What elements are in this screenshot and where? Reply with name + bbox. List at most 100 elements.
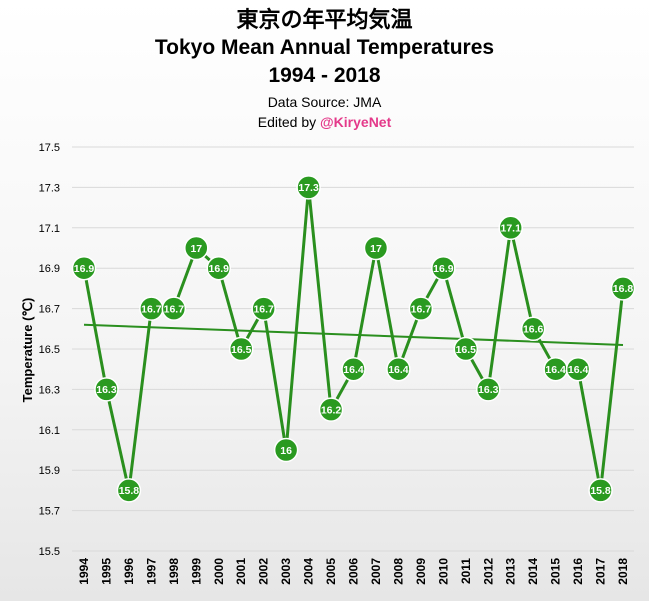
gridlines: [72, 146, 634, 552]
data-label: 16.8: [613, 283, 634, 295]
x-tick-label: 2008: [391, 558, 405, 585]
y-tick-label: 16.3: [39, 384, 60, 396]
data-label: 16.9: [74, 263, 95, 275]
data-point: [588, 478, 613, 503]
y-axis-label: Temperature (℃): [20, 298, 35, 403]
data-point: [431, 255, 456, 281]
x-tick-label: 1995: [99, 558, 113, 585]
data-point: [341, 356, 366, 382]
x-tick-label: 1999: [189, 558, 203, 585]
data-label: 16: [280, 445, 292, 457]
x-tick-label: 2013: [504, 558, 518, 585]
x-tick-label: 2003: [279, 558, 293, 585]
data-label: 16.4: [388, 364, 409, 376]
author-handle: @KiryeNet: [320, 114, 392, 130]
y-tick-label: 17.1: [39, 223, 60, 235]
data-point: [520, 316, 546, 342]
data-point: [273, 437, 299, 463]
data-label: 16.9: [433, 263, 454, 275]
x-tick-label: 1997: [144, 558, 158, 585]
data-source: Data Source: JMA: [267, 94, 382, 110]
data-point: [610, 276, 636, 301]
data-point: [71, 255, 97, 281]
data-label: 16.3: [478, 384, 499, 396]
x-tick-label: 2000: [212, 558, 226, 585]
y-tick-label: 16.7: [39, 304, 60, 316]
x-tick-label: 1994: [77, 558, 91, 585]
data-label: 17: [370, 243, 382, 255]
x-tick-label: 2014: [526, 558, 540, 585]
x-tick-label: 2015: [549, 558, 563, 585]
data-point: [318, 397, 344, 422]
y-tick-label: 16.1: [39, 425, 60, 437]
x-tick-label: 2006: [347, 558, 361, 585]
data-point: [184, 235, 209, 261]
x-tick-label: 2002: [257, 558, 271, 585]
x-tick-label: 2011: [459, 558, 473, 584]
data-label: 16.4: [343, 364, 364, 376]
data-point: [363, 235, 389, 261]
data-label: 16.6: [523, 324, 544, 336]
x-tick-label: 2012: [481, 558, 495, 585]
y-tick-label: 16.9: [39, 263, 60, 275]
data-label: 16.7: [141, 303, 162, 315]
x-tick-label: 2004: [302, 558, 316, 585]
data-label: 17: [190, 243, 202, 255]
data-point: [228, 336, 254, 362]
y-tick-label: 15.7: [39, 506, 60, 518]
data-point: [408, 296, 434, 321]
data-label: 17.3: [298, 182, 319, 194]
x-tick-label: 1998: [167, 558, 181, 585]
data-point: [565, 356, 591, 382]
x-tick-label: 2009: [414, 558, 428, 585]
edited-by-prefix: Edited by: [257, 114, 321, 130]
chart-titles: 東京の年平均気温 Tokyo Mean Annual Temperatures …: [0, 6, 649, 132]
y-tick-label: 17.3: [39, 182, 60, 194]
x-tick-label: 2001: [234, 558, 248, 585]
data-point: [94, 377, 119, 402]
y-tick-label: 16.5: [39, 344, 60, 356]
data-label: 16.5: [231, 344, 252, 356]
x-tick-label: 2017: [594, 558, 608, 585]
data-label: 16.9: [209, 263, 230, 275]
data-point: [161, 296, 187, 321]
trendline: [83, 323, 624, 346]
x-axis-ticks: 1994 1995 1996 1997 1998 1999 2000 2001 2002 2003…: [77, 558, 630, 585]
data-point: [116, 478, 142, 503]
data-point: [296, 175, 321, 200]
data-label: 16.4: [568, 364, 589, 376]
data-label: 16.7: [411, 303, 432, 315]
x-tick-label: 1996: [122, 558, 136, 585]
data-point: [476, 377, 501, 402]
chart-title: Tokyo Mean Annual Temperatures: [154, 36, 495, 59]
data-label: 16.5: [456, 344, 477, 356]
data-label: 16.3: [96, 384, 117, 396]
series-line: [82, 185, 625, 492]
y-tick-label: 15.5: [39, 546, 60, 558]
y-tick-label: 17.5: [39, 142, 60, 154]
data-label: 15.8: [119, 485, 140, 497]
data-point: [498, 215, 523, 241]
data-label: 16.4: [545, 364, 566, 376]
data-label: 16.7: [164, 303, 185, 315]
data-point: [386, 356, 411, 382]
x-tick-label: 2016: [571, 558, 585, 585]
x-tick-label: 2018: [616, 558, 630, 585]
edited-by: Edited by @KiryeNet: [0, 112, 649, 132]
data-label: 17.1: [500, 223, 521, 235]
x-tick-label: 2007: [369, 558, 383, 585]
data-point: [251, 296, 276, 321]
title-japanese: 東京の年平均気温: [236, 7, 413, 32]
data-label: 16.7: [253, 303, 274, 315]
chart-year-range: 1994 - 2018: [268, 64, 381, 87]
data-label: 16.2: [321, 404, 342, 416]
data-label: 15.8: [590, 485, 611, 497]
data-points: 16.916.315.816.7 16.71716.916.516.71617.3…: [71, 175, 636, 503]
data-point: [206, 255, 231, 281]
x-tick-label: 2005: [324, 558, 338, 585]
y-tick-label: 15.9: [39, 465, 60, 477]
x-tick-label: 2010: [436, 558, 450, 585]
data-point: [453, 336, 479, 362]
y-axis-ticks: 15.5 15.7 15.9 16.1 16.3 16.5 16.7 16.9 17.1 17.3…: [39, 142, 60, 558]
